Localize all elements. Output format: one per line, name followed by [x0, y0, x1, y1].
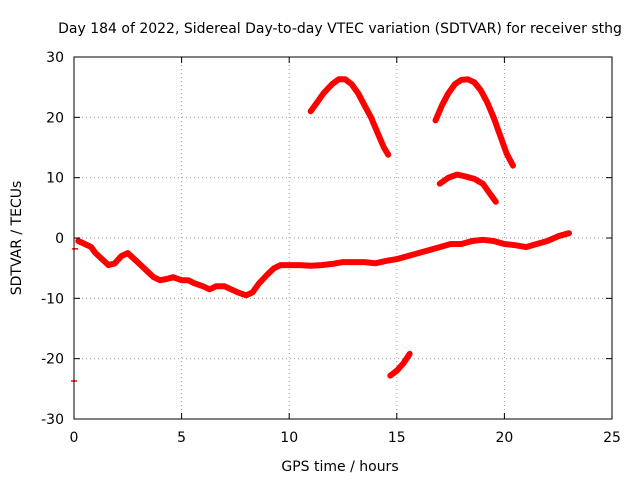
grid-lines [74, 57, 612, 419]
chart-title: Day 184 of 2022, Sidereal Day-to-day VTE… [58, 21, 622, 37]
x-tick-label: 10 [280, 430, 298, 446]
y-tick-label: -20 [41, 352, 64, 368]
x-axis-label: GPS time / hours [281, 459, 398, 475]
series-arc2 [432, 76, 516, 169]
series-arc1 [307, 76, 392, 158]
x-tick-label: 25 [603, 430, 621, 446]
y-tick-label: -30 [41, 412, 64, 428]
x-tick-label: 20 [495, 430, 513, 446]
y-tick-label: 20 [46, 110, 64, 126]
series-arc3 [436, 171, 499, 205]
x-tick-label: 5 [177, 430, 186, 446]
y-tick-label: -10 [41, 291, 64, 307]
axis-ticks: 0 5 10 15 20 25 -30 -20 -10 0 10 20 30 [41, 50, 621, 446]
series-arc4 [387, 350, 413, 379]
y-axis-label: SDTVAR / TECUs [9, 181, 25, 296]
x-tick-label: 0 [70, 430, 79, 446]
series-layer [71, 76, 572, 382]
series-main [75, 230, 572, 299]
x-tick-label: 15 [388, 430, 406, 446]
y-tick-label: 30 [46, 50, 64, 66]
y-tick-label: 10 [46, 171, 64, 187]
y-tick-label: 0 [55, 231, 64, 247]
